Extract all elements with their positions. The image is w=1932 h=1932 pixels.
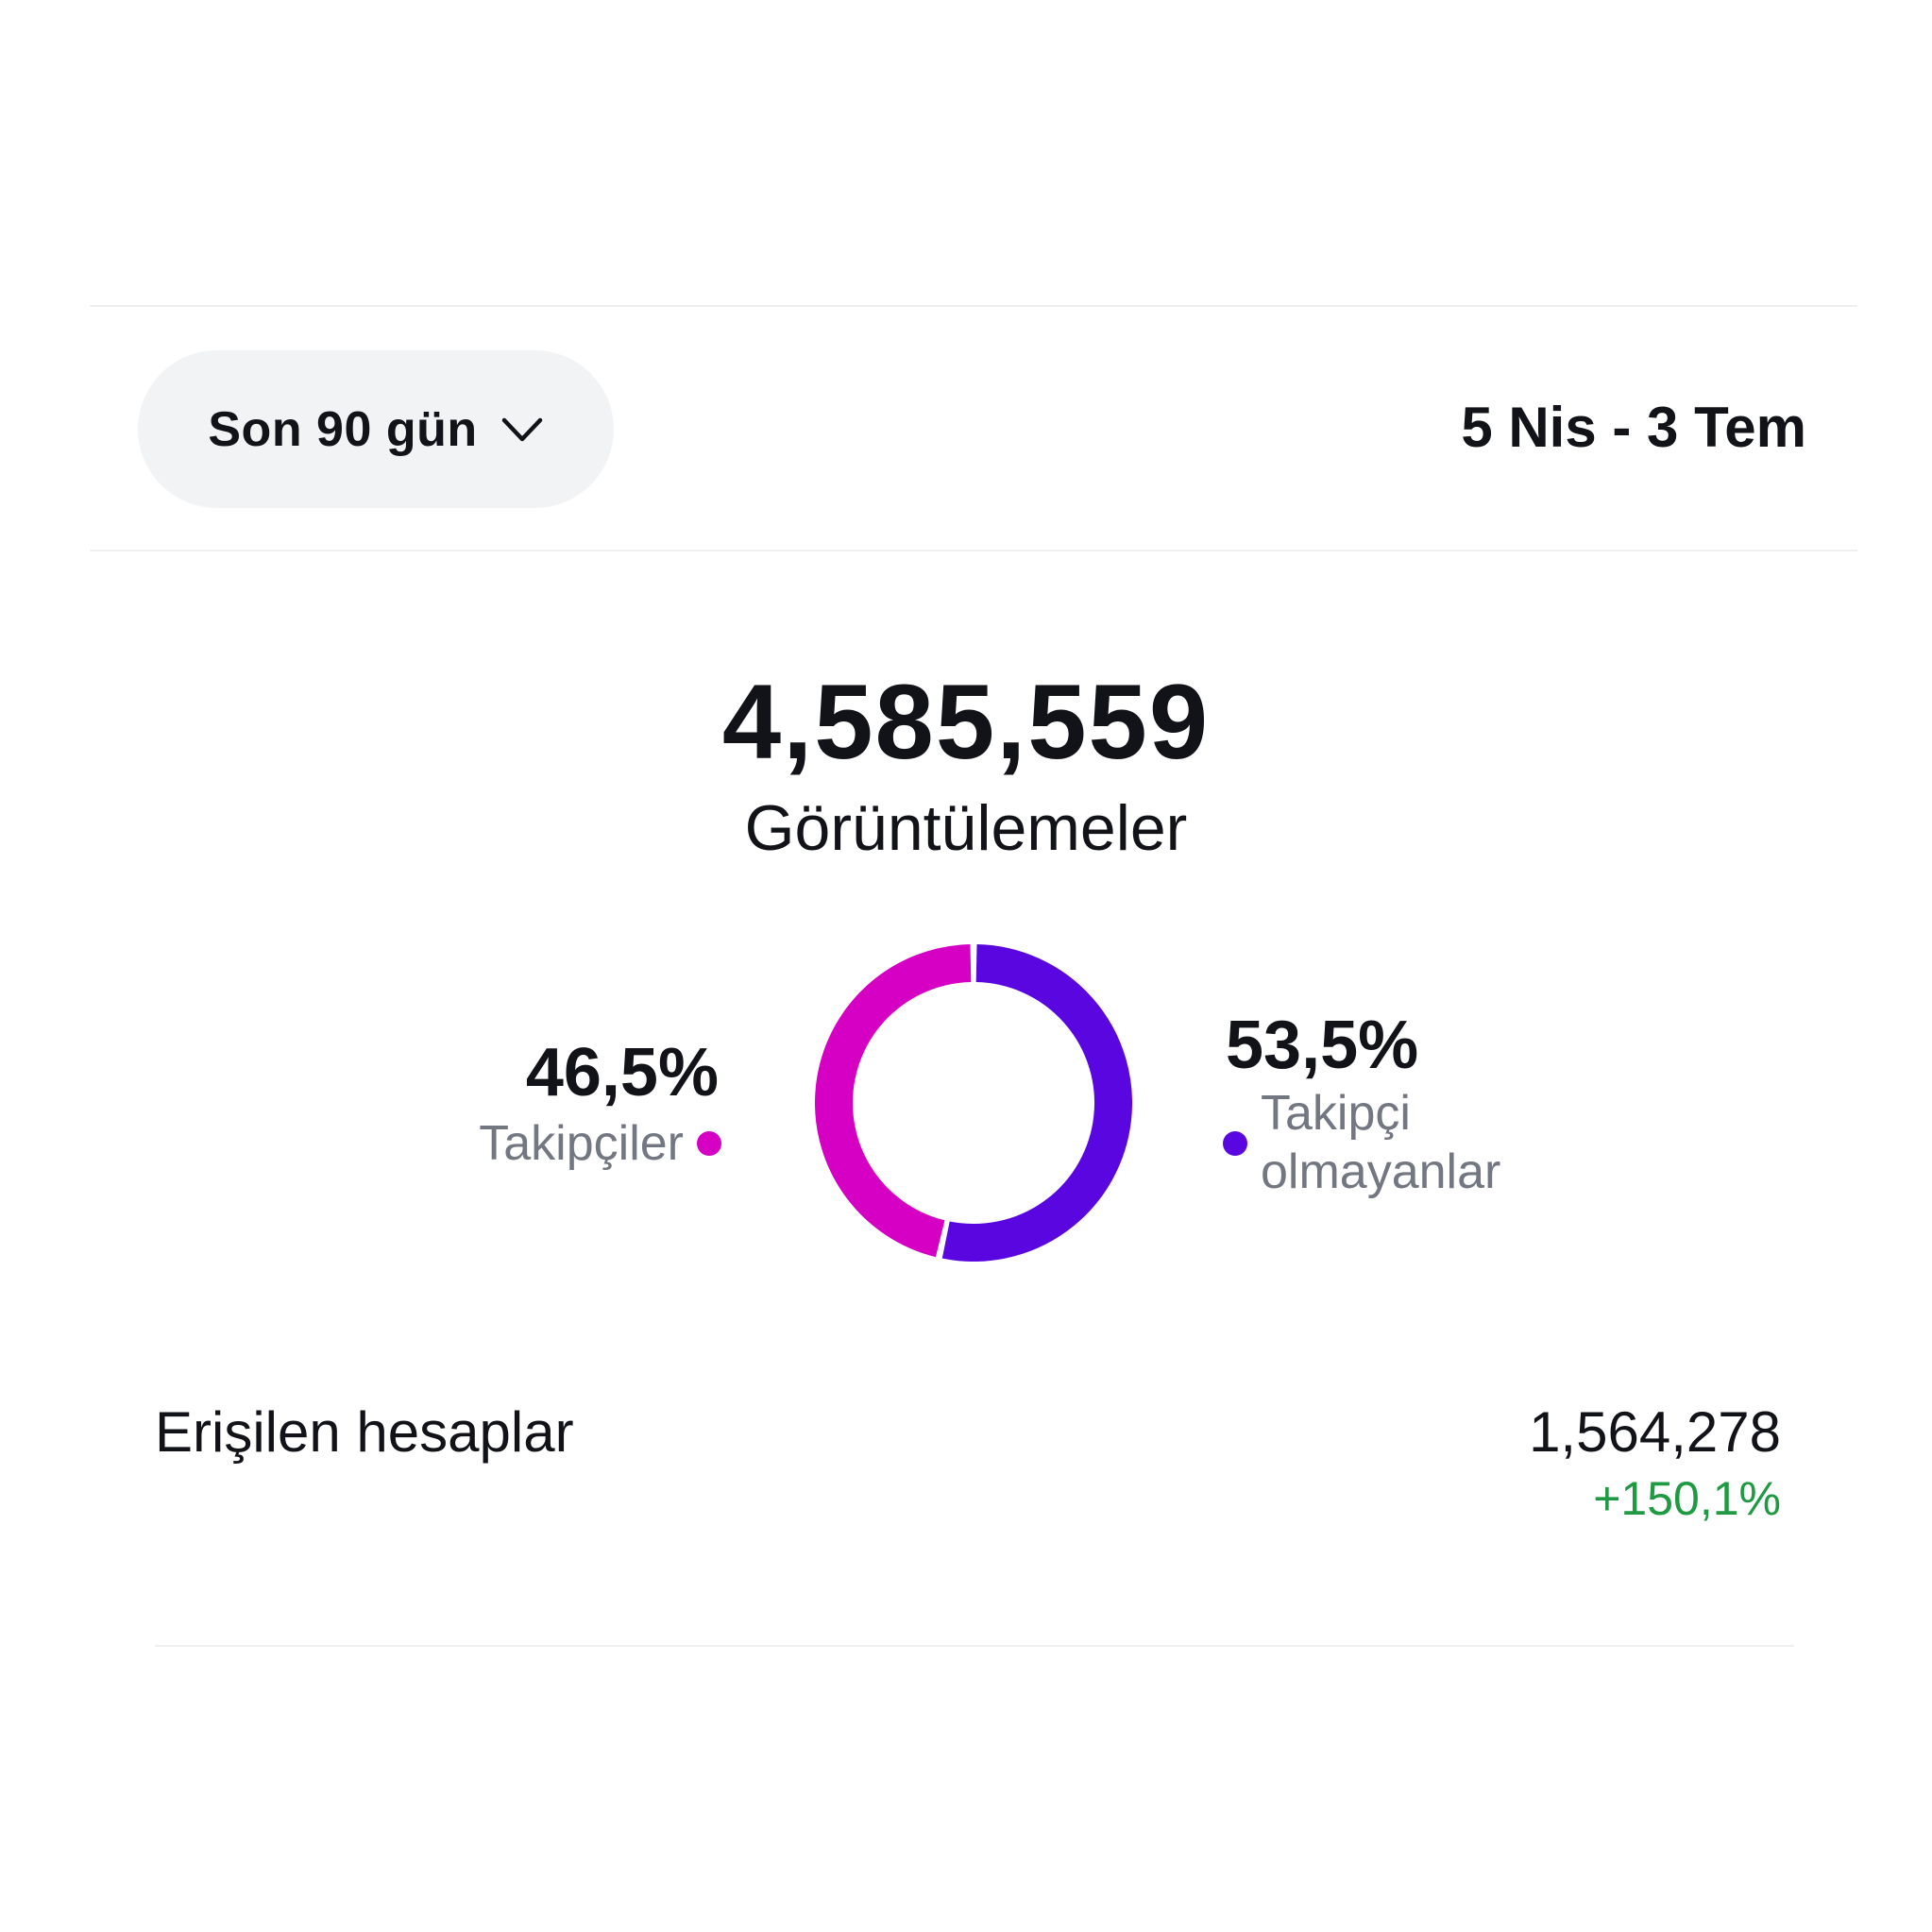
followers-donut-chart (815, 944, 1132, 1262)
bottom-divider (155, 1645, 1794, 1647)
non-followers-donut-segment (941, 944, 1132, 1262)
date-range-dropdown[interactable]: Son 90 gün (138, 350, 614, 508)
date-range-dropdown-label: Son 90 gün (208, 401, 478, 457)
followers-donut-segment (815, 944, 972, 1258)
views-label: Görüntülemeler (744, 792, 1188, 864)
views-total: 4,585,559 (721, 663, 1211, 781)
non-followers-legend-label: Takipçi olmayanlar (1261, 1086, 1501, 1199)
accounts-reached-label: Erişilen hesaplar (155, 1400, 574, 1464)
top-divider (90, 305, 1857, 307)
followers-percentage: 46,5% (525, 1035, 719, 1110)
accounts-reached-value: 1,564,278 (1529, 1400, 1781, 1464)
accounts-reached-change: +150,1% (1593, 1472, 1781, 1525)
date-range-text: 5 Nis - 3 Tem (1461, 396, 1806, 459)
non-followers-legend: Takipçi olmayanlar (1223, 1084, 1572, 1201)
filter-divider (90, 550, 1857, 551)
non-followers-percentage: 53,5% (1226, 1008, 1419, 1083)
chevron-down-icon (501, 417, 542, 441)
followers-legend-label: Takipçiler (479, 1116, 684, 1171)
followers-legend: Takipçiler (479, 1114, 721, 1173)
non-followers-legend-dot (1223, 1131, 1247, 1156)
followers-legend-dot (697, 1131, 721, 1156)
